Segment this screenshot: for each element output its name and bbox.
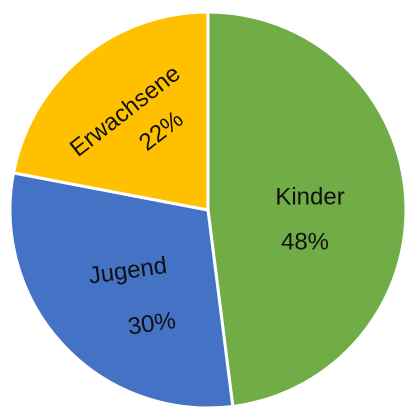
pie-slice bbox=[8, 171, 235, 408]
slice-label: Kinder bbox=[275, 183, 344, 210]
slice-value-label: 48% bbox=[281, 228, 329, 255]
pie-slice bbox=[11, 10, 210, 212]
pie-slice bbox=[206, 10, 405, 408]
slice-value-label: 30% bbox=[126, 307, 177, 340]
